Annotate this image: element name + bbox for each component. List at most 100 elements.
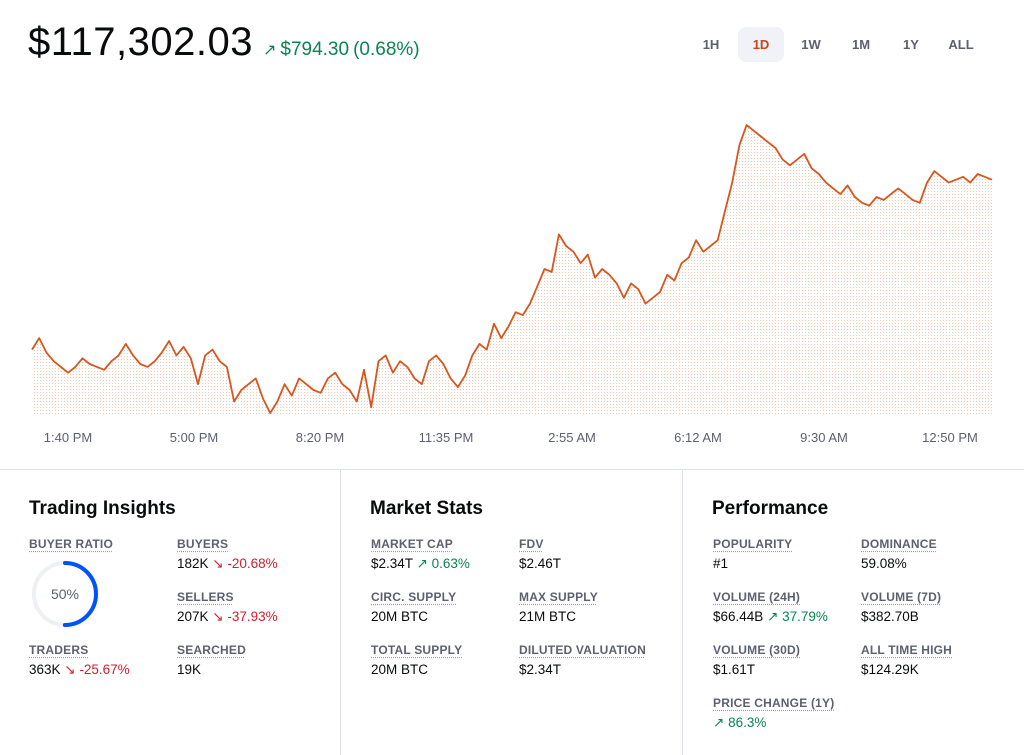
dominance-value: 59.08% xyxy=(861,556,907,571)
buyers-label[interactable]: BUYERS xyxy=(177,537,229,551)
trend-up-icon: ↗ xyxy=(416,556,428,571)
volume-7d-label[interactable]: VOLUME (7D) xyxy=(861,590,942,604)
dominance-stat: DOMINANCE 59.08% xyxy=(861,537,937,571)
trend-down-icon: ↘ xyxy=(212,609,224,624)
price-change-1y-stat: PRICE CHANGE (1Y) ↗ 86.3% xyxy=(713,696,834,731)
trend-up-icon: ↗ xyxy=(262,42,277,59)
market-cap-value: $2.34T xyxy=(371,556,413,571)
circ-supply-label[interactable]: CIRC. SUPPLY xyxy=(371,590,457,604)
traders-label[interactable]: TRADERS xyxy=(29,643,89,657)
timeframe-1d[interactable]: 1D xyxy=(738,27,784,62)
x-tick-label: 12:50 PM xyxy=(922,430,978,445)
buyer-ratio-ring: 50% xyxy=(30,559,100,629)
all-time-high-value: $124.29K xyxy=(861,662,919,677)
market-stats-panel: Market Stats MARKET CAP $2.34T ↗ 0.63% F… xyxy=(341,470,683,755)
sellers-label[interactable]: SELLERS xyxy=(177,590,234,604)
total-supply-stat: TOTAL SUPPLY 20M BTC xyxy=(371,643,462,677)
searched-label[interactable]: SEARCHED xyxy=(177,643,246,657)
max-supply-value: 21M BTC xyxy=(519,609,577,624)
diluted-valuation-label[interactable]: DILUTED VALUATION xyxy=(519,643,646,657)
buyer-ratio-value: 50% xyxy=(50,586,80,602)
traders-stat: TRADERS 363K ↘ -25.67% xyxy=(29,643,130,678)
trend-down-icon: ↘ xyxy=(212,556,224,571)
searched-stat: SEARCHED 19K xyxy=(177,643,246,677)
timeframe-1m[interactable]: 1M xyxy=(838,27,884,62)
total-supply-label[interactable]: TOTAL SUPPLY xyxy=(371,643,463,657)
market-cap-stat: MARKET CAP $2.34T ↗ 0.63% xyxy=(371,537,470,572)
price-change-1y-label[interactable]: PRICE CHANGE (1Y) xyxy=(713,696,835,710)
market-cap-change: 0.63% xyxy=(431,556,470,571)
volume-30d-value: $1.61T xyxy=(713,662,756,677)
timeframe-selector: 1H 1D 1W 1M 1Y ALL xyxy=(688,27,984,62)
all-time-high-stat: ALL TIME HIGH $124.29K xyxy=(861,643,952,677)
popularity-label[interactable]: POPULARITY xyxy=(713,537,793,551)
trend-up-icon: ↗ xyxy=(767,609,779,624)
sellers-value: 207K xyxy=(177,609,209,624)
x-tick-label: 6:12 AM xyxy=(674,430,722,445)
popularity-stat: POPULARITY #1 xyxy=(713,537,792,571)
buyers-change: -20.68% xyxy=(227,556,278,571)
volume-7d-value: $382.70B xyxy=(861,609,919,624)
market-stats-title: Market Stats xyxy=(370,498,483,519)
trading-insights-panel: Trading Insights BUYER RATIO 50% BUYERS … xyxy=(0,470,341,755)
diluted-valuation-stat: DILUTED VALUATION $2.34T xyxy=(519,643,646,677)
buyers-stat: BUYERS 182K ↘ -20.68% xyxy=(177,537,278,572)
market-cap-label[interactable]: MARKET CAP xyxy=(371,537,453,551)
price-change: ↗ $794.30 (0.68%) xyxy=(263,39,420,61)
traders-value: 363K xyxy=(29,662,61,677)
timeframe-1h[interactable]: 1H xyxy=(688,27,734,62)
timeframe-all[interactable]: ALL xyxy=(938,27,984,62)
fdv-stat: FDV $2.46T xyxy=(519,537,561,571)
sellers-change: -37.93% xyxy=(227,609,278,624)
circ-supply-value: 20M BTC xyxy=(371,609,429,624)
price-area-fill xyxy=(32,125,992,414)
total-supply-value: 20M BTC xyxy=(371,662,429,677)
searched-value: 19K xyxy=(177,662,202,677)
performance-panel: Performance POPULARITY #1 DOMINANCE 59.0… xyxy=(683,470,1024,755)
x-tick-label: 9:30 AM xyxy=(800,430,848,445)
x-tick-label: 8:20 PM xyxy=(296,430,344,445)
sellers-stat: SELLERS 207K ↘ -37.93% xyxy=(177,590,278,625)
current-price: $117,302.03 xyxy=(28,20,253,64)
volume-30d-stat: VOLUME (30D) $1.61T xyxy=(713,643,800,677)
section-divider xyxy=(0,469,1024,470)
max-supply-stat: MAX SUPPLY 21M BTC xyxy=(519,590,598,624)
price-series-line xyxy=(31,124,993,414)
volume-24h-label[interactable]: VOLUME (24H) xyxy=(713,590,801,604)
volume-7d-stat: VOLUME (7D) $382.70B xyxy=(861,590,941,624)
buyer-ratio-gauge xyxy=(32,561,98,627)
dominance-label[interactable]: DOMINANCE xyxy=(861,537,937,551)
x-tick-label: 2:55 AM xyxy=(548,430,596,445)
x-tick-label: 1:40 PM xyxy=(44,430,92,445)
timeframe-1w[interactable]: 1W xyxy=(788,27,834,62)
popularity-value: #1 xyxy=(713,556,729,571)
volume-24h-value: $66.44B xyxy=(713,609,764,624)
x-tick-label: 5:00 PM xyxy=(170,430,218,445)
volume-30d-label[interactable]: VOLUME (30D) xyxy=(713,643,801,657)
circ-supply-stat: CIRC. SUPPLY 20M BTC xyxy=(371,590,456,624)
performance-title: Performance xyxy=(712,498,829,519)
volume-24h-change: 37.79% xyxy=(782,609,828,624)
fdv-value: $2.46T xyxy=(519,556,562,571)
trend-down-icon: ↘ xyxy=(64,662,76,677)
price-change-amount: $794.30 xyxy=(280,39,350,60)
buyer-ratio-label[interactable]: BUYER RATIO xyxy=(29,537,113,551)
price-change-1y-value: 86.3% xyxy=(728,715,767,730)
trading-insights-title: Trading Insights xyxy=(29,498,176,519)
price-chart-svg: 1:40 PM 5:00 PM 8:20 PM 11:35 PM 2:55 AM 6:12… xyxy=(31,124,993,445)
volume-24h-stat: VOLUME (24H) $66.44B ↗ 37.79% xyxy=(713,590,828,625)
timeframe-1y[interactable]: 1Y xyxy=(888,27,934,62)
diluted-valuation-value: $2.34T xyxy=(519,662,562,677)
all-time-high-label[interactable]: ALL TIME HIGH xyxy=(861,643,953,657)
price-chart[interactable]: 1:40 PM 5:00 PM 8:20 PM 11:35 PM 2:55 AM 6:12… xyxy=(0,70,1024,460)
price-header: $117,302.03 ↗ $794.30 (0.68%) xyxy=(28,20,420,65)
fdv-label[interactable]: FDV xyxy=(519,537,544,551)
buyers-value: 182K xyxy=(177,556,209,571)
max-supply-label[interactable]: MAX SUPPLY xyxy=(519,590,598,604)
buyer-ratio-stat: BUYER RATIO xyxy=(29,537,113,551)
price-change-percent: (0.68%) xyxy=(353,39,420,60)
traders-change: -25.67% xyxy=(79,662,130,677)
trend-up-icon: ↗ xyxy=(713,715,725,730)
x-tick-label: 11:35 PM xyxy=(419,430,474,445)
x-axis-ticks: 1:40 PM 5:00 PM 8:20 PM 11:35 PM 2:55 AM 6:12… xyxy=(44,430,978,445)
